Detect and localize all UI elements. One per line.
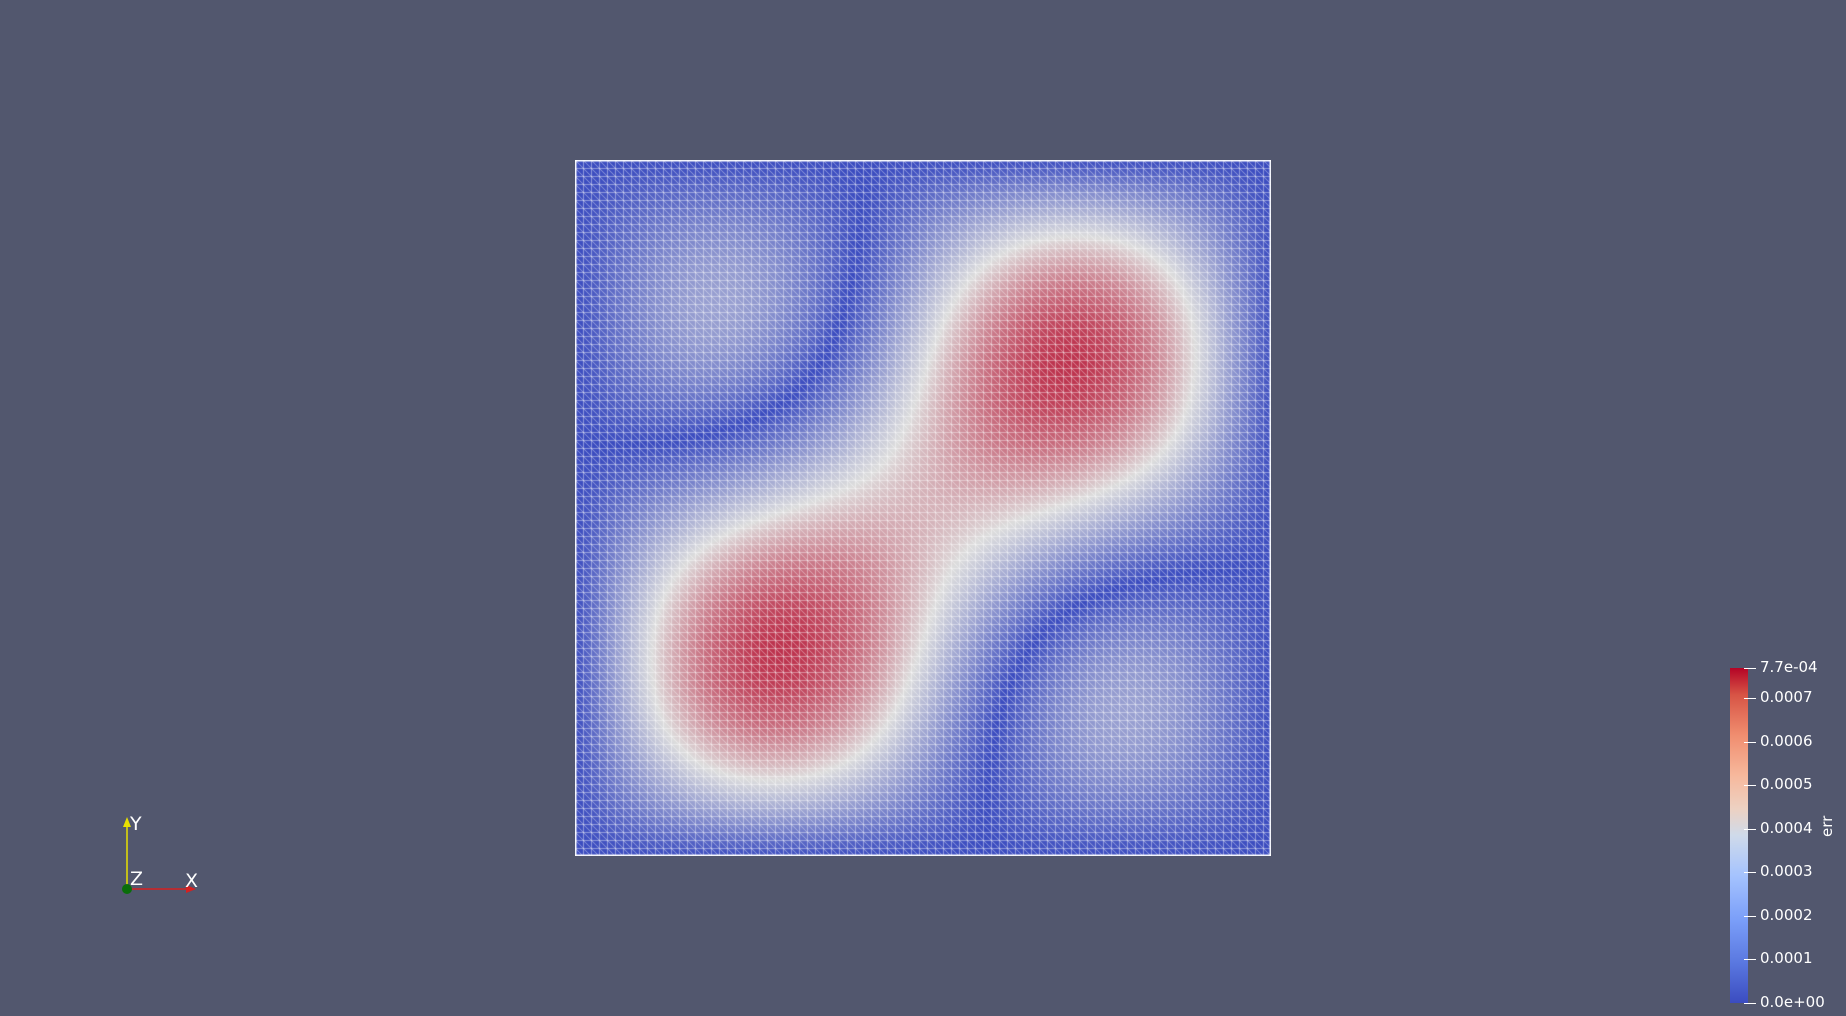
x-axis-label: X	[185, 870, 199, 892]
colorbar-tick-3-mark	[1744, 829, 1756, 830]
colorbar-tick-4-mark	[1744, 872, 1756, 873]
colorbar-max-label: 7.7e-04	[1760, 658, 1818, 676]
z-axis-dot	[122, 884, 132, 894]
colorbar-tick-3-label: 0.0004	[1760, 819, 1813, 837]
colorbar-tick-2-label: 0.0005	[1760, 775, 1813, 793]
colorbar-tick-1-label: 0.0006	[1760, 732, 1813, 750]
z-axis-label: Z	[130, 868, 144, 890]
colorbar-tick-5-mark	[1744, 916, 1756, 917]
colorbar-max-mark	[1744, 668, 1756, 669]
colorbar-tick-4-label: 0.0003	[1760, 862, 1813, 880]
y-axis-label: Y	[130, 813, 142, 835]
y-axis-arrow	[123, 817, 131, 827]
orientation-axes-icon	[122, 817, 196, 894]
colorbar-tick-5-label: 0.0002	[1760, 906, 1813, 924]
color-legend-bar	[1730, 668, 1748, 1003]
colorbar-min-mark	[1744, 1003, 1756, 1004]
orientation-axes: Y X Z	[100, 805, 220, 905]
colorbar-tick-2-mark	[1744, 785, 1756, 786]
colorbar-tick-1-mark	[1744, 742, 1756, 743]
mesh-canvas[interactable]	[575, 160, 1271, 856]
colorbar-tick-6-label: 0.0001	[1760, 949, 1813, 967]
colorbar-min-label: 0.0e+00	[1760, 993, 1825, 1011]
color-legend-title: err	[1818, 815, 1836, 837]
colorbar-tick-6-mark	[1744, 959, 1756, 960]
mesh-surface[interactable]	[575, 160, 1271, 856]
colorbar-tick-0-label: 0.0007	[1760, 688, 1813, 706]
colorbar-tick-0-mark	[1744, 698, 1756, 699]
x-axis-arrow	[186, 885, 196, 893]
